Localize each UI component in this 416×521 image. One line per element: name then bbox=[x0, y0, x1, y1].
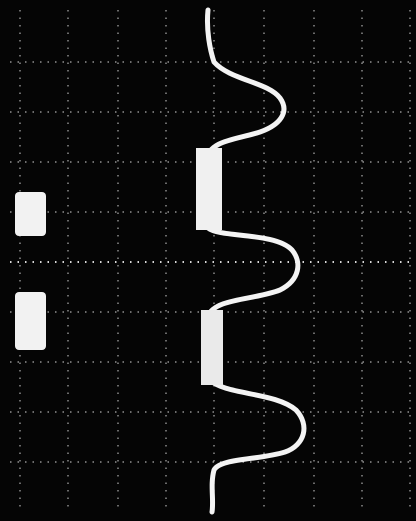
reference-block bbox=[15, 192, 46, 236]
reference-blocks bbox=[15, 192, 46, 350]
trace-thick-band bbox=[201, 310, 223, 385]
reference-block bbox=[15, 292, 46, 350]
trace-thick-band bbox=[196, 148, 222, 230]
waveform-trace bbox=[203, 7, 307, 515]
graticule bbox=[10, 10, 414, 510]
